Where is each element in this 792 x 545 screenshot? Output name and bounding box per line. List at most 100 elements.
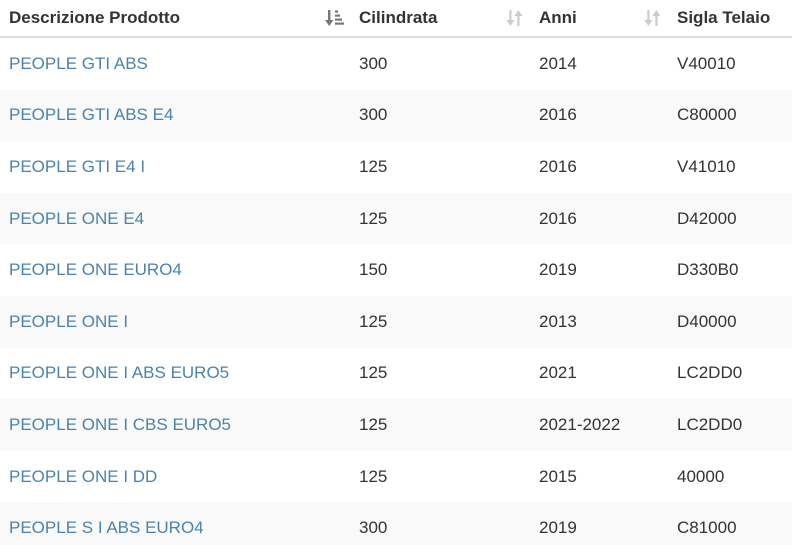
sigla-telaio-value: V40010 — [677, 53, 736, 73]
sigla-telaio-value: C81000 — [677, 518, 737, 538]
cell-sigla-telaio: C80000 — [676, 89, 792, 142]
cell-sigla-telaio: D40000 — [676, 295, 792, 348]
cell-anni: 2016 — [538, 89, 676, 142]
sigla-telaio-value: LC2DD0 — [677, 414, 743, 434]
product-link[interactable]: PEOPLE ONE I DD — [9, 466, 158, 486]
column-header-label: Cilindrata — [359, 8, 438, 27]
cilindrata-value: 125 — [359, 466, 388, 486]
column-header-label: Anni — [539, 8, 577, 27]
sigla-telaio-value: C80000 — [677, 105, 737, 125]
cell-descrizione: PEOPLE ONE EURO4 — [0, 244, 358, 296]
cilindrata-value: 125 — [359, 156, 388, 176]
column-header-descrizione[interactable]: Descrizione Prodotto — [0, 0, 358, 38]
cell-descrizione: PEOPLE GTI ABS — [0, 37, 358, 90]
product-link[interactable]: PEOPLE ONE EURO4 — [9, 260, 182, 280]
table-row: PEOPLE ONE I ABS EURO5 125 2021 LC2DD0 — [0, 348, 792, 400]
column-header-label: Sigla Telaio — [677, 8, 771, 27]
sigla-telaio-value: LC2DD0 — [677, 363, 743, 383]
cell-descrizione: PEOPLE ONE I DD — [0, 451, 358, 503]
sigla-telaio-value: V41010 — [677, 156, 736, 176]
product-link[interactable]: PEOPLE ONE I CBS EURO5 — [9, 414, 232, 434]
cell-cilindrata: 300 — [358, 37, 538, 90]
cilindrata-value: 300 — [359, 518, 388, 538]
cell-anni: 2013 — [538, 295, 676, 348]
table-body: PEOPLE GTI ABS 300 2014 V40010 PEOPLE GT… — [0, 37, 792, 545]
anni-value: 2014 — [539, 53, 577, 73]
table-row: PEOPLE GTI ABS 300 2014 V40010 — [0, 37, 792, 90]
cilindrata-value: 300 — [359, 105, 388, 125]
cell-cilindrata: 125 — [358, 451, 538, 503]
product-link[interactable]: PEOPLE GTI ABS — [9, 53, 148, 73]
sigla-telaio-value: D40000 — [677, 311, 737, 331]
cell-cilindrata: 125 — [358, 192, 538, 245]
sigla-telaio-value: 40000 — [677, 466, 725, 486]
cell-anni: 2016 — [538, 141, 676, 193]
anni-value: 2019 — [539, 260, 577, 280]
sigla-telaio-value: D42000 — [677, 208, 737, 228]
cell-sigla-telaio: LC2DD0 — [676, 348, 792, 400]
column-header-sigla-telaio[interactable]: Sigla Telaio — [676, 0, 792, 38]
product-link[interactable]: PEOPLE GTI ABS E4 — [9, 105, 174, 125]
cell-descrizione: PEOPLE GTI ABS E4 — [0, 89, 358, 142]
cell-anni: 2019 — [538, 244, 676, 296]
cilindrata-value: 300 — [359, 53, 388, 73]
cell-cilindrata: 125 — [358, 399, 538, 451]
cell-cilindrata: 125 — [358, 141, 538, 193]
table-row: PEOPLE GTI ABS E4 300 2016 C80000 — [0, 89, 792, 142]
anni-value: 2013 — [539, 311, 577, 331]
cell-descrizione: PEOPLE GTI E4 I — [0, 141, 358, 193]
table-row: PEOPLE S I ABS EURO4 300 2019 C81000 — [0, 502, 792, 545]
cell-cilindrata: 150 — [358, 244, 538, 296]
cell-anni: 2021 — [538, 348, 676, 400]
cell-descrizione: PEOPLE S I ABS EURO4 — [0, 502, 358, 545]
cell-sigla-telaio: V40010 — [676, 37, 792, 90]
cell-cilindrata: 300 — [358, 89, 538, 142]
column-header-cilindrata[interactable]: Cilindrata — [358, 0, 538, 38]
table-row: PEOPLE GTI E4 I 125 2016 V41010 — [0, 141, 792, 193]
cell-sigla-telaio: D42000 — [676, 192, 792, 245]
cell-descrizione: PEOPLE ONE I — [0, 295, 358, 348]
cell-cilindrata: 300 — [358, 502, 538, 545]
anni-value: 2015 — [539, 466, 577, 486]
product-link[interactable]: PEOPLE ONE I ABS EURO5 — [9, 363, 230, 383]
cell-sigla-telaio: 40000 — [676, 451, 792, 503]
cilindrata-value: 125 — [359, 363, 388, 383]
table-row: PEOPLE ONE I DD 125 2015 40000 — [0, 451, 792, 503]
cell-descrizione: PEOPLE ONE I ABS EURO5 — [0, 348, 358, 400]
column-header-label: Descrizione Prodotto — [9, 8, 180, 27]
anni-value: 2016 — [539, 156, 577, 176]
cell-anni: 2014 — [538, 37, 676, 90]
cell-descrizione: PEOPLE ONE I CBS EURO5 — [0, 399, 358, 451]
cilindrata-value: 125 — [359, 208, 388, 228]
product-link[interactable]: PEOPLE S I ABS EURO4 — [9, 518, 204, 538]
anni-value: 2019 — [539, 518, 577, 538]
table-header: Descrizione Prodotto Cilindrata — [0, 0, 792, 38]
cell-cilindrata: 125 — [358, 348, 538, 400]
cell-sigla-telaio: C81000 — [676, 502, 792, 545]
column-header-anni[interactable]: Anni — [538, 0, 676, 38]
cell-anni: 2019 — [538, 502, 676, 545]
sigla-telaio-value: D330B0 — [677, 260, 739, 280]
anni-value: 2021 — [539, 363, 577, 383]
sort-ascending-icon[interactable] — [325, 9, 345, 27]
table-row: PEOPLE ONE EURO4 150 2019 D330B0 — [0, 244, 792, 296]
product-link[interactable]: PEOPLE ONE E4 — [9, 208, 145, 228]
sort-both-icon[interactable] — [643, 9, 663, 27]
cilindrata-value: 150 — [359, 260, 388, 280]
cell-sigla-telaio: D330B0 — [676, 244, 792, 296]
cell-anni: 2015 — [538, 451, 676, 503]
product-link[interactable]: PEOPLE GTI E4 I — [9, 156, 146, 176]
anni-value: 2021-2022 — [539, 414, 621, 434]
table-row: PEOPLE ONE I 125 2013 D40000 — [0, 295, 792, 348]
cell-anni: 2016 — [538, 192, 676, 245]
sort-both-icon[interactable] — [505, 9, 525, 27]
header-row: Descrizione Prodotto Cilindrata — [0, 0, 792, 38]
cilindrata-value: 125 — [359, 414, 388, 434]
table-row: PEOPLE ONE I CBS EURO5 125 2021-2022 LC2… — [0, 399, 792, 451]
cell-cilindrata: 125 — [358, 295, 538, 348]
cell-descrizione: PEOPLE ONE E4 — [0, 192, 358, 245]
product-link[interactable]: PEOPLE ONE I — [9, 311, 129, 331]
anni-value: 2016 — [539, 105, 577, 125]
table-row: PEOPLE ONE E4 125 2016 D42000 — [0, 192, 792, 245]
